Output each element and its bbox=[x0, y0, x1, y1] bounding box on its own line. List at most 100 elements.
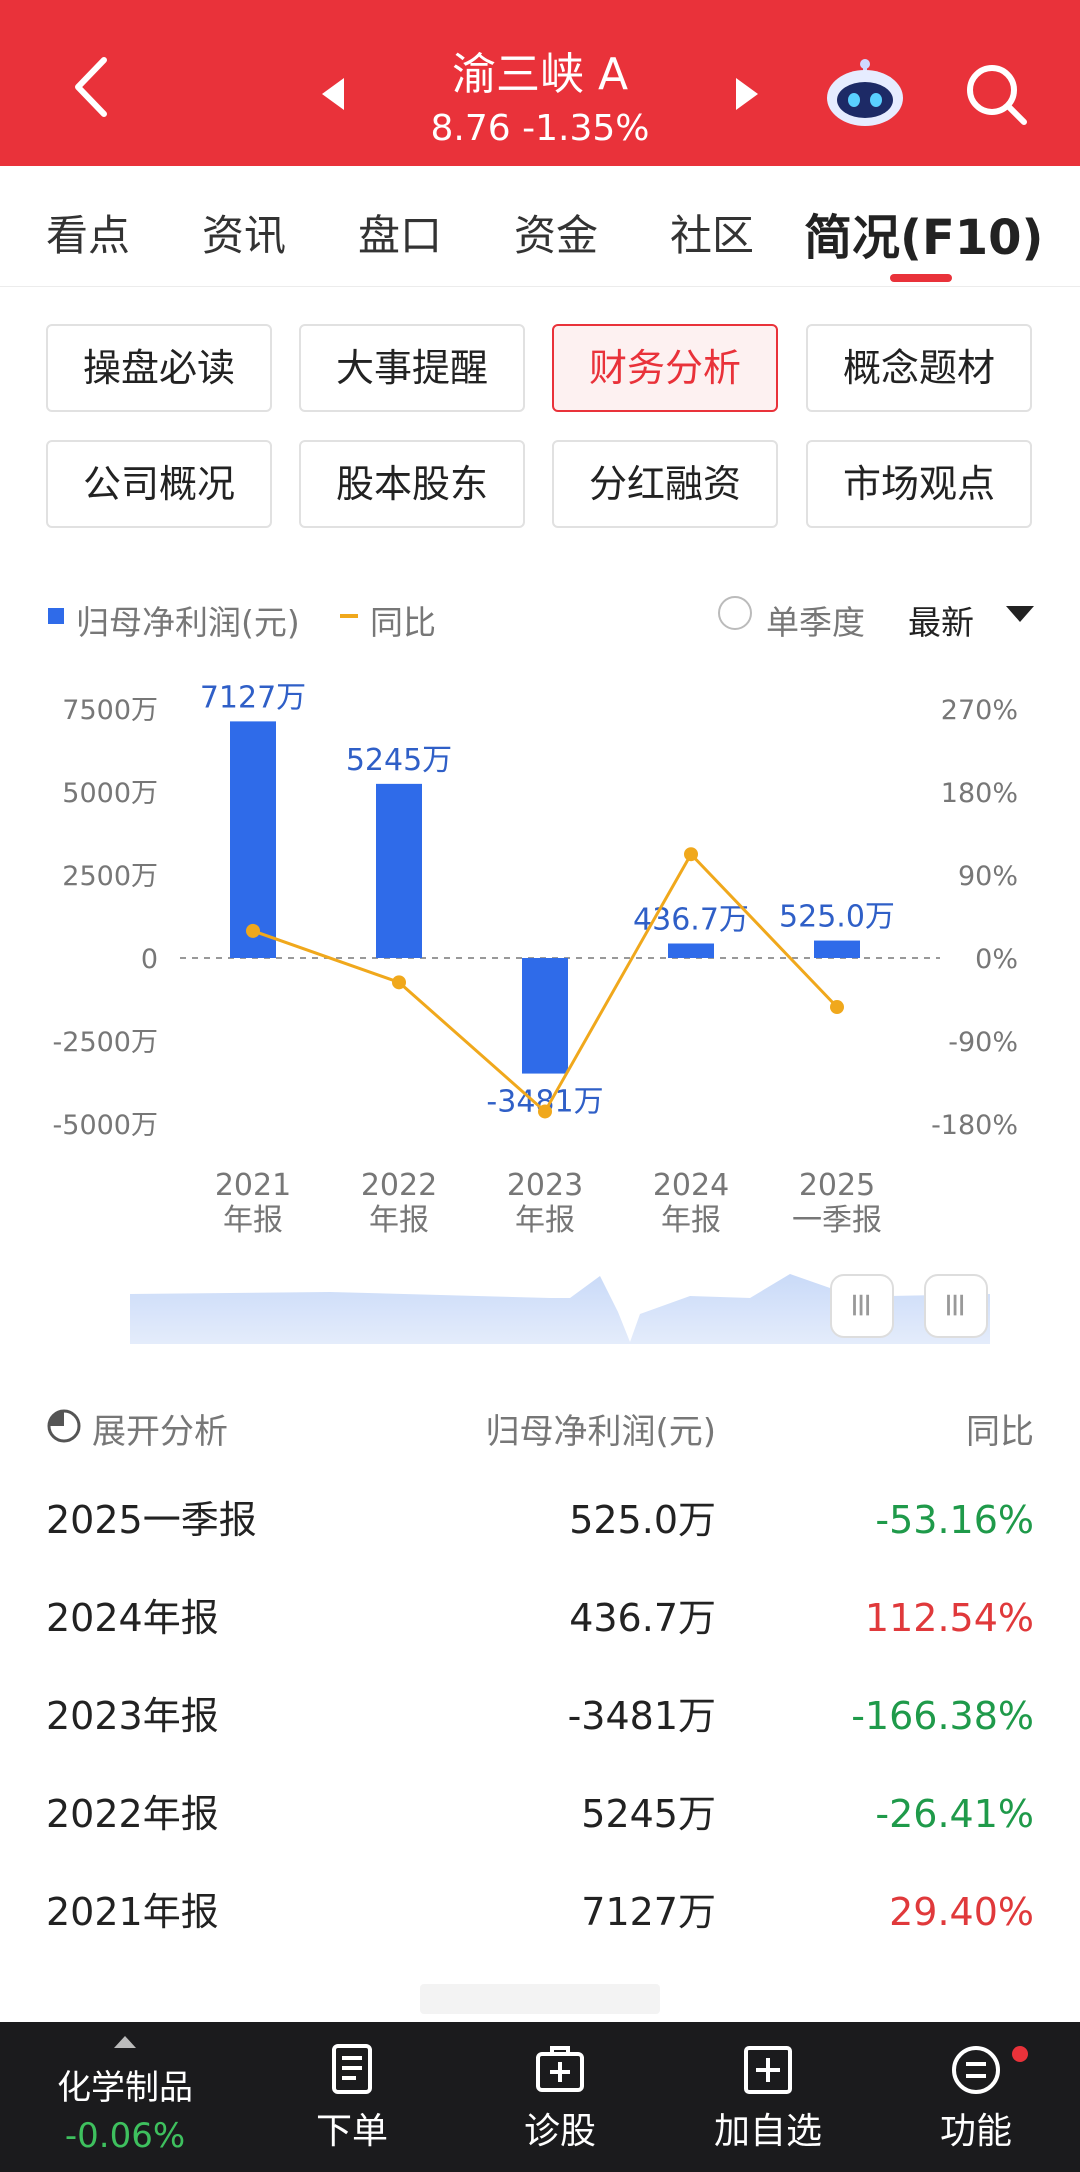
add-watchlist-button[interactable]: 加自选 bbox=[688, 2022, 848, 2172]
function-menu-button[interactable]: 功能 bbox=[896, 2022, 1056, 2172]
row-net-profit: 525.0万 bbox=[569, 1498, 716, 1542]
yoy-point bbox=[246, 923, 260, 938]
back-arrow-icon[interactable] bbox=[62, 52, 122, 122]
sector-change: -0.06% bbox=[64, 2116, 186, 2156]
function-label: 功能 bbox=[939, 2111, 1012, 2152]
search-icon[interactable] bbox=[960, 58, 1032, 130]
btn-trading-must-read[interactable]: 操盘必读 bbox=[46, 324, 272, 412]
yoy-point bbox=[830, 1000, 844, 1015]
sort-latest-dropdown[interactable]: 最新 bbox=[908, 603, 974, 642]
diagnose-button[interactable]: 诊股 bbox=[480, 2022, 640, 2172]
table-row[interactable]: 2024年报 436.7万 112.54% bbox=[0, 1588, 1080, 1684]
table-row[interactable]: 2022年报 5245万 -26.41% bbox=[0, 1784, 1080, 1880]
net-profit-bar bbox=[522, 958, 568, 1074]
category-period-label: 年报 bbox=[223, 1203, 283, 1238]
add-watchlist-icon bbox=[744, 2046, 792, 2094]
bar-value-label: 436.7万 bbox=[633, 903, 749, 938]
tab-news[interactable]: 资讯 bbox=[202, 211, 287, 260]
header-yoy: 同比 bbox=[966, 1412, 1034, 1452]
tab-f10-profile[interactable]: 简况(F10) bbox=[804, 210, 1044, 266]
table-row[interactable]: 2025一季报 525.0万 -53.16% bbox=[0, 1490, 1080, 1586]
row-period: 2021年报 bbox=[46, 1890, 219, 1934]
tab-capital-flow[interactable]: 资金 bbox=[514, 211, 599, 260]
category-period-label: 年报 bbox=[661, 1203, 721, 1238]
tab-market-depth[interactable]: 盘口 bbox=[358, 211, 443, 260]
single-quarter-radio[interactable] bbox=[718, 596, 752, 630]
yoy-point bbox=[538, 1104, 552, 1119]
row-period: 2022年报 bbox=[46, 1792, 219, 1836]
category-period-label: 年报 bbox=[515, 1203, 575, 1238]
sector-indicator[interactable]: 化学制品 -0.06% bbox=[20, 2022, 230, 2172]
legend-net-profit: 归母净利润(元) bbox=[76, 603, 300, 642]
left-axis-tick-label: -5000万 bbox=[53, 1110, 158, 1141]
stock-name: 渝三峡 A bbox=[451, 49, 629, 100]
header-expand-analysis[interactable]: 展开分析 bbox=[92, 1412, 228, 1452]
left-axis-tick-label: 0 bbox=[141, 944, 158, 975]
right-axis-tick-label: 0% bbox=[975, 944, 1018, 975]
category-period-label: 年报 bbox=[369, 1203, 429, 1238]
order-icon bbox=[332, 2044, 372, 2094]
section-tabs: 看点 资讯 盘口 资金 社区 简况(F10) bbox=[0, 166, 1080, 287]
row-net-profit: 7127万 bbox=[581, 1890, 716, 1934]
btn-share-capital-holders[interactable]: 股本股东 bbox=[299, 440, 525, 528]
row-net-profit: -3481万 bbox=[567, 1694, 716, 1738]
row-yoy: 29.40% bbox=[889, 1890, 1034, 1934]
notification-dot bbox=[1012, 2046, 1028, 2062]
table-row[interactable]: 2021年报 7127万 29.40% bbox=[0, 1882, 1080, 1978]
category-year-label: 2024 bbox=[653, 1168, 729, 1203]
row-yoy: -166.38% bbox=[851, 1694, 1034, 1738]
bottom-toolbar: 化学制品 -0.06% 下单 诊股 加自选 bbox=[0, 2022, 1080, 2172]
left-axis-tick-label: 7500万 bbox=[62, 695, 158, 726]
scroll-fade-overlay bbox=[420, 1984, 660, 2014]
btn-company-overview[interactable]: 公司概况 bbox=[46, 440, 272, 528]
row-yoy: -26.41% bbox=[875, 1792, 1034, 1836]
btn-concept-themes[interactable]: 概念题材 bbox=[806, 324, 1032, 412]
row-period: 2023年报 bbox=[46, 1694, 219, 1738]
btn-major-events[interactable]: 大事提醒 bbox=[299, 324, 525, 412]
row-period: 2024年报 bbox=[46, 1596, 219, 1640]
table-row[interactable]: 2023年报 -3481万 -166.38% bbox=[0, 1686, 1080, 1782]
chevron-down-icon[interactable] bbox=[1006, 606, 1034, 622]
grip-icon bbox=[853, 1294, 870, 1316]
yoy-point bbox=[684, 847, 698, 862]
left-axis-tick-label: 2500万 bbox=[62, 861, 158, 892]
tab-community[interactable]: 社区 bbox=[670, 211, 755, 260]
tab-highlights[interactable]: 看点 bbox=[46, 211, 131, 260]
previous-stock-icon[interactable] bbox=[318, 76, 348, 112]
chevron-up-icon bbox=[114, 2036, 136, 2048]
diagnose-label: 诊股 bbox=[523, 2111, 596, 2152]
net-profit-bar bbox=[230, 721, 276, 958]
right-axis-tick-label: -90% bbox=[948, 1027, 1018, 1058]
bar-value-label: 7127万 bbox=[200, 680, 306, 715]
order-label: 下单 bbox=[315, 2111, 388, 2152]
legend-line-swatch bbox=[340, 614, 358, 618]
btn-dividends-financing[interactable]: 分红融资 bbox=[552, 440, 778, 528]
left-axis-tick-label: 5000万 bbox=[62, 778, 158, 809]
expand-analysis-icon[interactable] bbox=[46, 1408, 82, 1444]
bar-value-label: 525.0万 bbox=[779, 900, 895, 935]
active-tab-indicator bbox=[890, 274, 952, 282]
row-period: 2025一季报 bbox=[46, 1498, 257, 1542]
left-axis-tick-label: -2500万 bbox=[53, 1027, 158, 1058]
row-net-profit: 5245万 bbox=[581, 1792, 716, 1836]
btn-financial-analysis[interactable]: 财务分析 bbox=[552, 324, 778, 412]
row-yoy: -53.16% bbox=[875, 1498, 1034, 1542]
stock-quote: 8.76 -1.35% bbox=[430, 108, 650, 149]
scroller-handle-right[interactable] bbox=[924, 1274, 988, 1338]
legend-yoy: 同比 bbox=[370, 603, 436, 642]
btn-market-views[interactable]: 市场观点 bbox=[806, 440, 1032, 528]
right-axis-tick-label: 90% bbox=[958, 861, 1018, 892]
ai-assistant-robot-icon[interactable] bbox=[820, 58, 910, 128]
yoy-point bbox=[392, 975, 406, 990]
category-year-label: 2022 bbox=[361, 1168, 437, 1203]
single-quarter-label[interactable]: 单季度 bbox=[766, 603, 865, 642]
row-yoy: 112.54% bbox=[864, 1596, 1034, 1640]
menu-icon bbox=[952, 2046, 1000, 2094]
chart-range-scroller[interactable] bbox=[130, 1268, 990, 1344]
next-stock-icon[interactable] bbox=[732, 76, 762, 112]
header-bar: 渝三峡 A 8.76 -1.35% bbox=[0, 0, 1080, 166]
order-button[interactable]: 下单 bbox=[272, 2022, 432, 2172]
scroller-handle-left[interactable] bbox=[830, 1274, 894, 1338]
net-profit-bar bbox=[814, 940, 860, 958]
category-period-label: 一季报 bbox=[792, 1203, 882, 1238]
